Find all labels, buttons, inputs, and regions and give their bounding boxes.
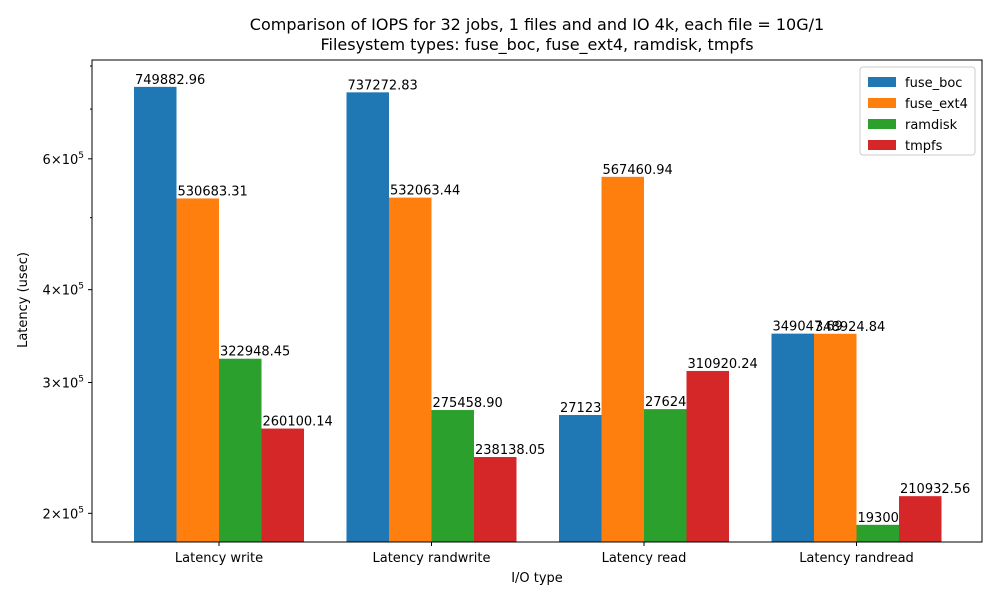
bar-fuse_boc-3 [772, 334, 815, 542]
y-tick-base: 10 [62, 507, 79, 522]
bar-fuse_boc-2 [559, 415, 602, 542]
bar-fuse_ext4-1 [389, 198, 432, 542]
y-tick-times: × [51, 507, 62, 522]
y-tick-label-0: 2×105 [43, 505, 84, 522]
y-tick-times: × [51, 376, 62, 391]
bar-label-fuse_ext4-0: 530683.31 [178, 184, 248, 199]
y-tick-base: 10 [62, 284, 79, 299]
y-tick-times: × [51, 284, 62, 299]
y-tick-mantissa: 2 [43, 507, 51, 522]
y-tick-base: 10 [62, 153, 79, 168]
bar-tmpfs-2 [687, 371, 730, 542]
legend-swatch-tmpfs [868, 140, 896, 150]
y-tick-label-3: 6×105 [43, 151, 84, 168]
x-tick-label-0: Latency write [175, 551, 263, 566]
bar-tmpfs-3 [899, 496, 942, 542]
y-tick-label-1: 3×105 [43, 374, 84, 391]
bar-tmpfs-1 [474, 457, 517, 542]
bar-fuse_ext4-2 [602, 177, 645, 542]
legend-label-fuse_boc: fuse_boc [905, 76, 962, 91]
bar-ramdisk-3 [857, 525, 900, 542]
y-tick-exponent: 5 [78, 374, 84, 384]
bar-ramdisk-2 [644, 409, 687, 542]
legend-label-tmpfs: tmpfs [905, 139, 943, 154]
legend-label-fuse_ext4: fuse_ext4 [905, 97, 968, 112]
y-tick-times: × [51, 153, 62, 168]
y-tick-label-2: 4×105 [43, 282, 84, 299]
y-axis-label: Latency (usec) [16, 252, 31, 348]
y-tick-exponent: 5 [78, 505, 84, 515]
x-tick-label-3: Latency randread [799, 551, 914, 566]
legend-swatch-fuse_boc [868, 77, 896, 87]
bar-ramdisk-0 [219, 359, 262, 542]
bar-label-fuse_ext4-2: 567460.94 [603, 163, 673, 178]
legend-swatch-fuse_ext4 [868, 98, 896, 108]
x-tick-label-1: Latency randwrite [372, 551, 490, 566]
bar-label-fuse_boc-0: 749882.96 [135, 73, 205, 88]
y-tick-mantissa: 6 [43, 153, 51, 168]
legend-label-ramdisk: ramdisk [905, 118, 958, 133]
bar-fuse_ext4-3 [814, 334, 857, 542]
bar-fuse_ext4-0 [177, 198, 220, 542]
bar-label-tmpfs-1: 238138.05 [475, 443, 545, 458]
bar-label-fuse_boc-1: 737272.83 [348, 78, 418, 93]
chart-title: Comparison of IOPS for 32 jobs, 1 files … [250, 15, 824, 34]
legend-swatch-ramdisk [868, 119, 896, 129]
bar-label-tmpfs-0: 260100.14 [263, 415, 333, 430]
bar-label-tmpfs-2: 310920.24 [688, 357, 758, 372]
x-axis-label: I/O type [511, 571, 563, 586]
y-tick-mantissa: 4 [43, 284, 51, 299]
bar-label-ramdisk-1: 275458.90 [433, 396, 503, 411]
bar-label-fuse_ext4-3: 348924.84 [815, 320, 885, 335]
bar-fuse_boc-0 [134, 87, 177, 542]
bar-fuse_boc-1 [347, 92, 390, 542]
y-tick-exponent: 5 [78, 282, 84, 292]
y-tick-exponent: 5 [78, 151, 84, 161]
chart-subtitle: Filesystem types: fuse_boc, fuse_ext4, r… [320, 35, 753, 55]
bar-label-fuse_ext4-1: 532063.44 [390, 184, 460, 199]
x-tick-label-2: Latency read [602, 551, 687, 566]
bar-label-ramdisk-0: 322948.45 [220, 345, 290, 360]
y-tick-base: 10 [62, 376, 79, 391]
bar-ramdisk-1 [432, 410, 475, 542]
bar-label-tmpfs-3: 210932.56 [900, 482, 970, 497]
y-tick-mantissa: 3 [43, 376, 51, 391]
bar-tmpfs-0 [262, 429, 305, 542]
